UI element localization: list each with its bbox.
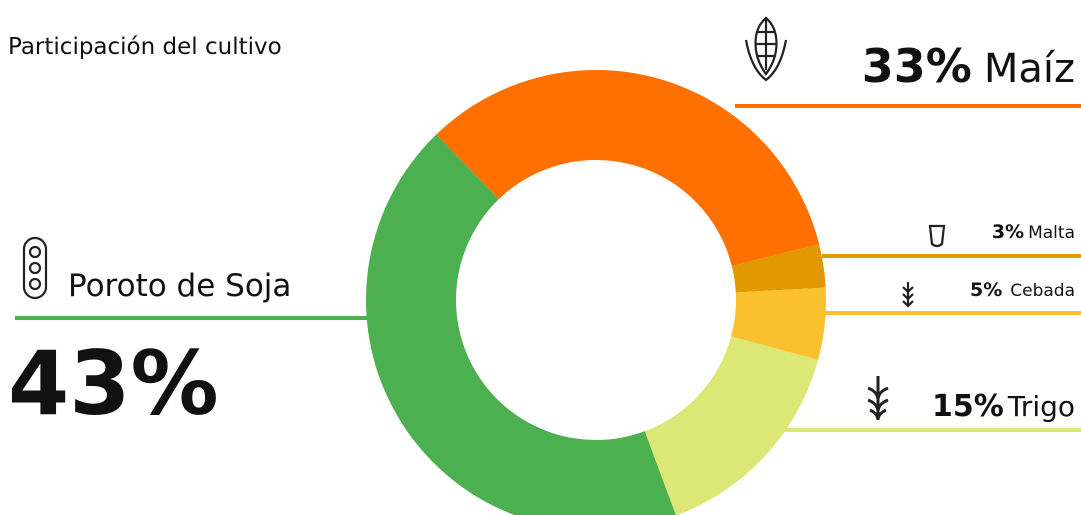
slice-value: 3% xyxy=(992,221,1024,243)
corn-icon xyxy=(744,16,788,82)
donut-slice xyxy=(436,70,820,267)
slice-value: 33% xyxy=(862,39,972,93)
donut-slice xyxy=(731,244,826,293)
donut-slice xyxy=(731,287,826,360)
icons xyxy=(22,16,946,421)
chart-title: Participación del cultivo xyxy=(8,34,282,60)
slice-label: 33% Maíz xyxy=(862,39,1075,93)
slice-name: Poroto de Soja xyxy=(68,268,291,304)
slice-value: 5% xyxy=(970,279,1002,301)
slice-label: 5% Cebada xyxy=(970,279,1075,301)
donut-slice xyxy=(366,134,676,515)
slice-name: Cebada xyxy=(1010,281,1075,301)
slice-value: 15% xyxy=(932,389,1004,424)
slice-name: Maíz xyxy=(984,46,1075,92)
slice-name: Trigo xyxy=(1007,390,1075,423)
wheat-icon xyxy=(867,376,889,421)
soy-icon xyxy=(22,236,48,300)
slice-name: Malta xyxy=(1028,223,1075,243)
slice-label: 15% Trigo xyxy=(932,389,1075,424)
donut-slice xyxy=(644,336,819,515)
barley-icon xyxy=(902,282,914,308)
malt-icon xyxy=(928,224,946,248)
slice-value: 43% xyxy=(8,332,219,435)
slice-label: 3% Malta xyxy=(992,221,1075,243)
